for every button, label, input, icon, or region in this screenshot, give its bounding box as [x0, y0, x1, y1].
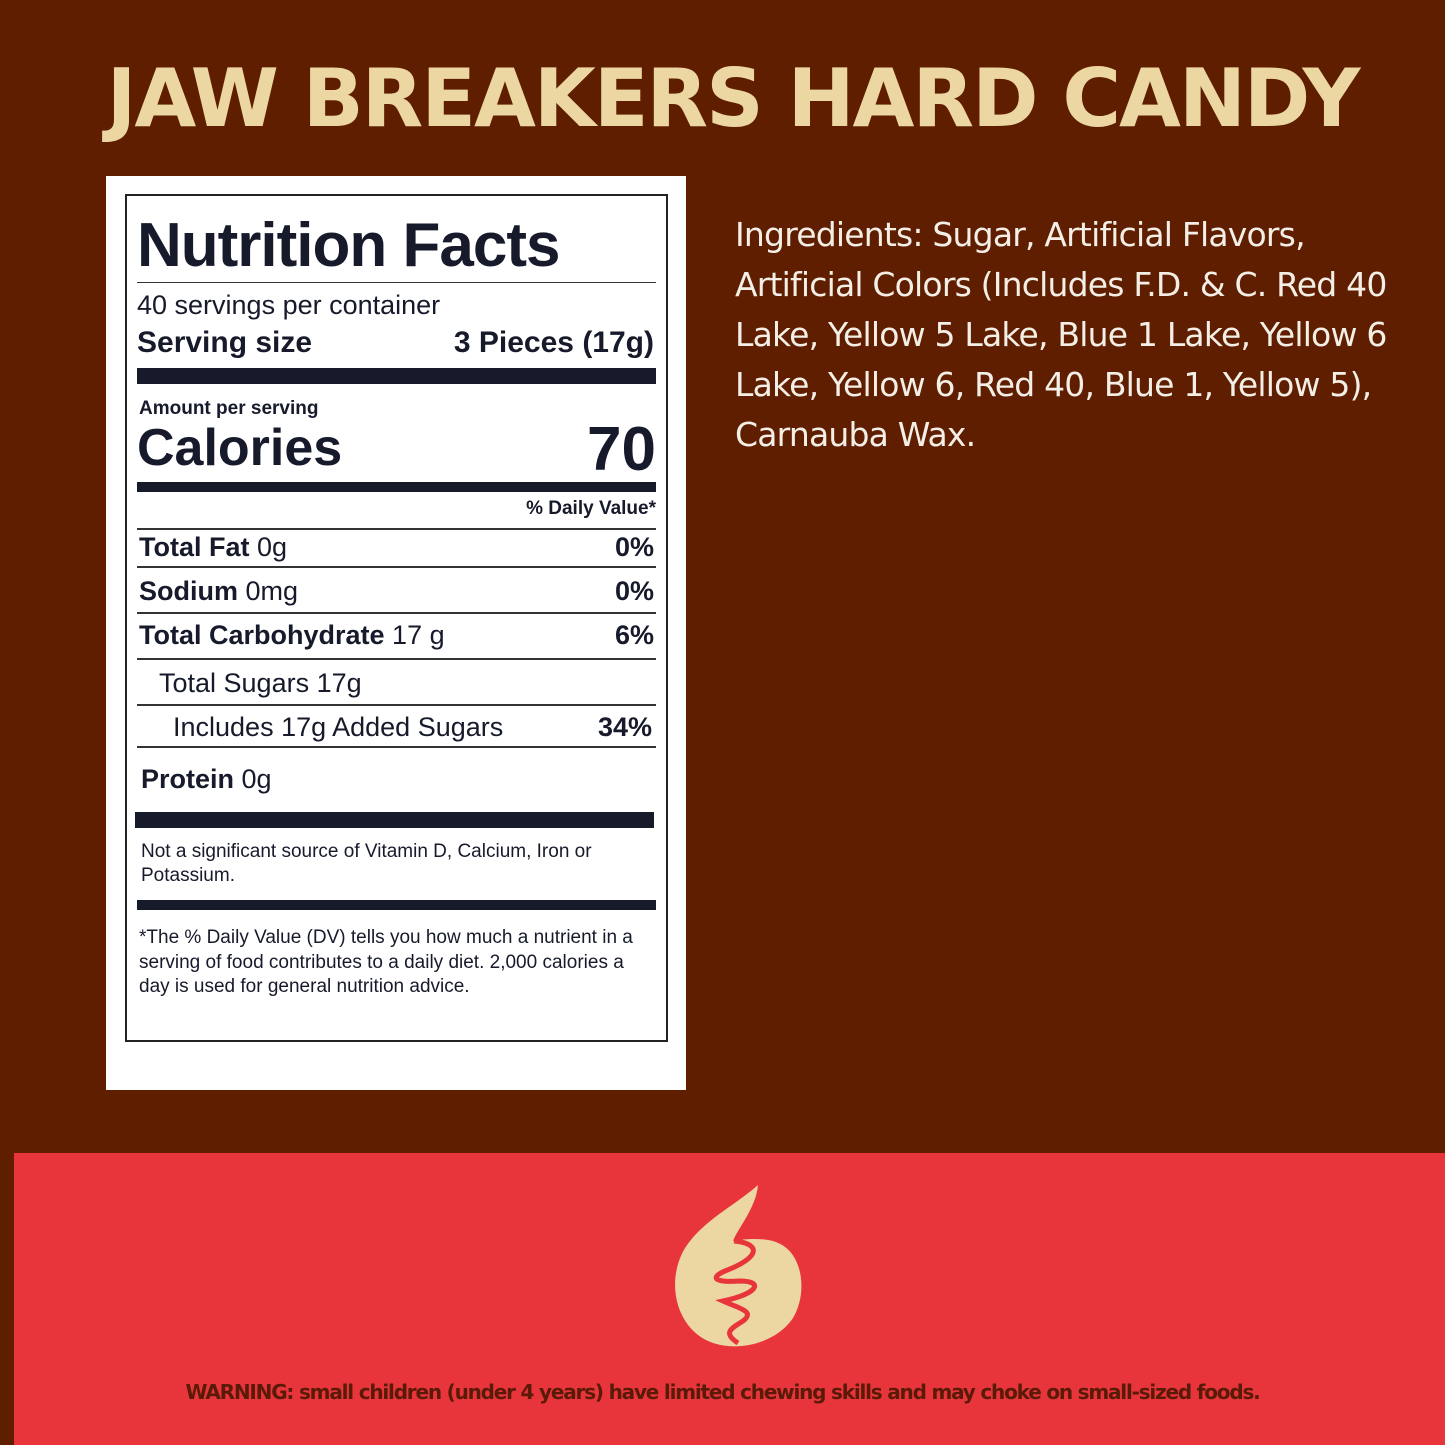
row-sodium: Sodium 0mg 0%: [139, 576, 654, 606]
row-added-sugars: Includes 17g Added Sugars 34%: [173, 712, 652, 742]
row-protein: Protein 0g: [141, 764, 272, 794]
page-title: JAW BREAKERS HARD CANDY: [106, 52, 1361, 145]
nutrition-facts-panel: Nutrition Facts 40 servings per containe…: [125, 194, 668, 1042]
row-total-carbohydrate: Total Carbohydrate 17 g 6%: [139, 620, 654, 650]
ingredients-text: Ingredients: Sugar, Artificial Flavors, …: [735, 215, 1387, 454]
daily-value-footnote: *The % Daily Value (DV) tells you how mu…: [139, 927, 633, 997]
calories-label: Calories: [137, 419, 343, 477]
thumbs-up-icon: [675, 1185, 802, 1347]
nutrition-heading: Nutrition Facts: [137, 211, 560, 280]
nutrition-label-card: Nutrition Facts 40 servings per containe…: [106, 176, 686, 1090]
amount-per-serving: Amount per serving: [139, 398, 319, 419]
servings-per-container: 40 servings per container: [137, 290, 441, 320]
daily-value-header: % Daily Value*: [526, 498, 656, 519]
calories-value: 70: [587, 415, 656, 484]
serving-size-value: 3 Pieces (17g): [453, 326, 654, 359]
not-significant-note: Not a significant source of Vitamin D, C…: [141, 841, 592, 886]
row-total-sugars: Total Sugars 17g: [159, 668, 362, 698]
choking-warning: WARNING: small children (under 4 years) …: [185, 1380, 1260, 1404]
row-total-fat: Total Fat 0g 0%: [139, 532, 654, 562]
serving-size-label: Serving size: [137, 326, 313, 359]
